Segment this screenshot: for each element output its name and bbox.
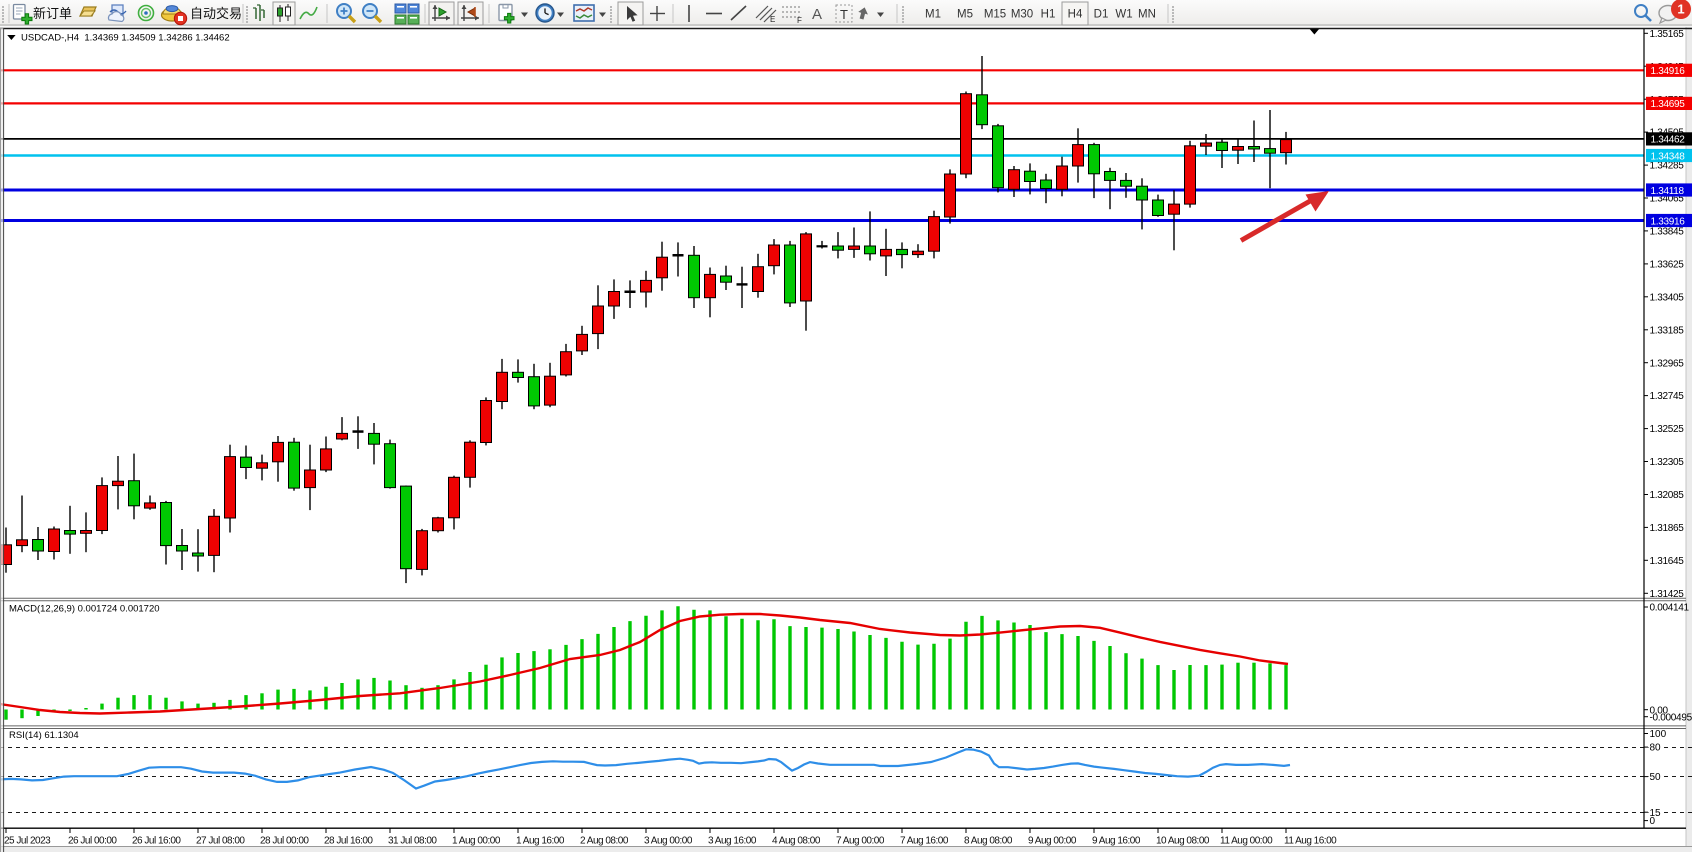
svg-text:1.35165: 1.35165 [1650,29,1685,40]
svg-text:自动交易: 自动交易 [190,6,242,21]
svg-text:2 Aug 08:00: 2 Aug 08:00 [580,836,629,847]
svg-text:USDCAD-,H4 1.34369 1.34509 1.: USDCAD-,H4 1.34369 1.34509 1.34286 1.344… [21,33,230,44]
svg-text:RSI(14) 61.1304: RSI(14) 61.1304 [9,730,79,741]
svg-text:1.33916: 1.33916 [1651,216,1686,227]
svg-text:1.33185: 1.33185 [1650,325,1685,336]
svg-text:28 Jul 16:00: 28 Jul 16:00 [324,836,373,847]
svg-text:9 Aug 16:00: 9 Aug 16:00 [1092,836,1141,847]
svg-text:H1: H1 [1041,9,1056,21]
svg-text:8 Aug 08:00: 8 Aug 08:00 [964,836,1013,847]
svg-text:MN: MN [1138,9,1156,21]
svg-text:T: T [840,7,848,22]
svg-text:28 Jul 00:00: 28 Jul 00:00 [260,836,309,847]
svg-text:10 Aug 08:00: 10 Aug 08:00 [1156,836,1210,847]
svg-text:1.32745: 1.32745 [1650,391,1685,402]
svg-text:1.31865: 1.31865 [1650,523,1685,534]
svg-text:4 Aug 08:00: 4 Aug 08:00 [772,836,821,847]
svg-text:1.32305: 1.32305 [1650,457,1685,468]
svg-text:1.32085: 1.32085 [1650,490,1685,501]
svg-text:11 Aug 16:00: 11 Aug 16:00 [1284,836,1337,847]
svg-text:80: 80 [1650,743,1662,754]
svg-text:新订单: 新订单 [33,6,72,21]
svg-text:50: 50 [1650,772,1662,783]
svg-text:25 Jul 2023: 25 Jul 2023 [4,836,51,847]
svg-text:-0.000495: -0.000495 [1650,712,1692,723]
svg-text:M30: M30 [1011,9,1033,21]
svg-text:1: 1 [1677,2,1684,17]
svg-text:E: E [770,15,775,24]
svg-text:1.31645: 1.31645 [1650,556,1685,567]
svg-text:26 Jul 16:00: 26 Jul 16:00 [132,836,181,847]
svg-text:M1: M1 [925,9,941,21]
svg-text:1.33405: 1.33405 [1650,292,1685,303]
svg-text:1.34285: 1.34285 [1650,161,1685,172]
svg-text:1.32965: 1.32965 [1650,358,1685,369]
svg-text:9 Aug 00:00: 9 Aug 00:00 [1028,836,1077,847]
svg-text:26 Jul 00:00: 26 Jul 00:00 [68,836,117,847]
svg-text:1 Aug 16:00: 1 Aug 16:00 [516,836,565,847]
svg-text:1.34118: 1.34118 [1651,186,1685,197]
svg-text:H4: H4 [1068,9,1083,21]
svg-text:7 Aug 16:00: 7 Aug 16:00 [900,836,949,847]
svg-text:0.004141: 0.004141 [1650,603,1690,614]
svg-text:1.34348: 1.34348 [1651,151,1686,162]
svg-text:0: 0 [1650,816,1656,827]
svg-text:MACD(12,26,9) 0.001724 0.00172: MACD(12,26,9) 0.001724 0.001720 [9,604,160,615]
svg-text:27 Jul 08:00: 27 Jul 08:00 [196,836,245,847]
svg-text:1.32525: 1.32525 [1650,424,1685,435]
svg-text:1.33845: 1.33845 [1650,227,1685,238]
svg-text:1.34462: 1.34462 [1651,135,1686,146]
svg-text:M5: M5 [957,9,973,21]
svg-text:3 Aug 16:00: 3 Aug 16:00 [708,836,757,847]
svg-text:W1: W1 [1115,9,1132,21]
svg-text:11 Aug 00:00: 11 Aug 00:00 [1220,836,1273,847]
svg-text:A: A [812,6,822,23]
svg-text:1.33625: 1.33625 [1650,260,1685,271]
svg-text:3 Aug 00:00: 3 Aug 00:00 [644,836,693,847]
svg-text:31 Jul 08:00: 31 Jul 08:00 [388,836,437,847]
svg-text:1.34916: 1.34916 [1651,66,1686,77]
svg-text:M15: M15 [984,9,1006,21]
svg-text:1.34695: 1.34695 [1651,99,1686,110]
svg-text:1 Aug 00:00: 1 Aug 00:00 [452,836,501,847]
svg-text:100: 100 [1650,729,1667,740]
svg-text:F: F [797,16,802,25]
svg-text:D1: D1 [1094,9,1109,21]
svg-text:7 Aug 00:00: 7 Aug 00:00 [836,836,885,847]
